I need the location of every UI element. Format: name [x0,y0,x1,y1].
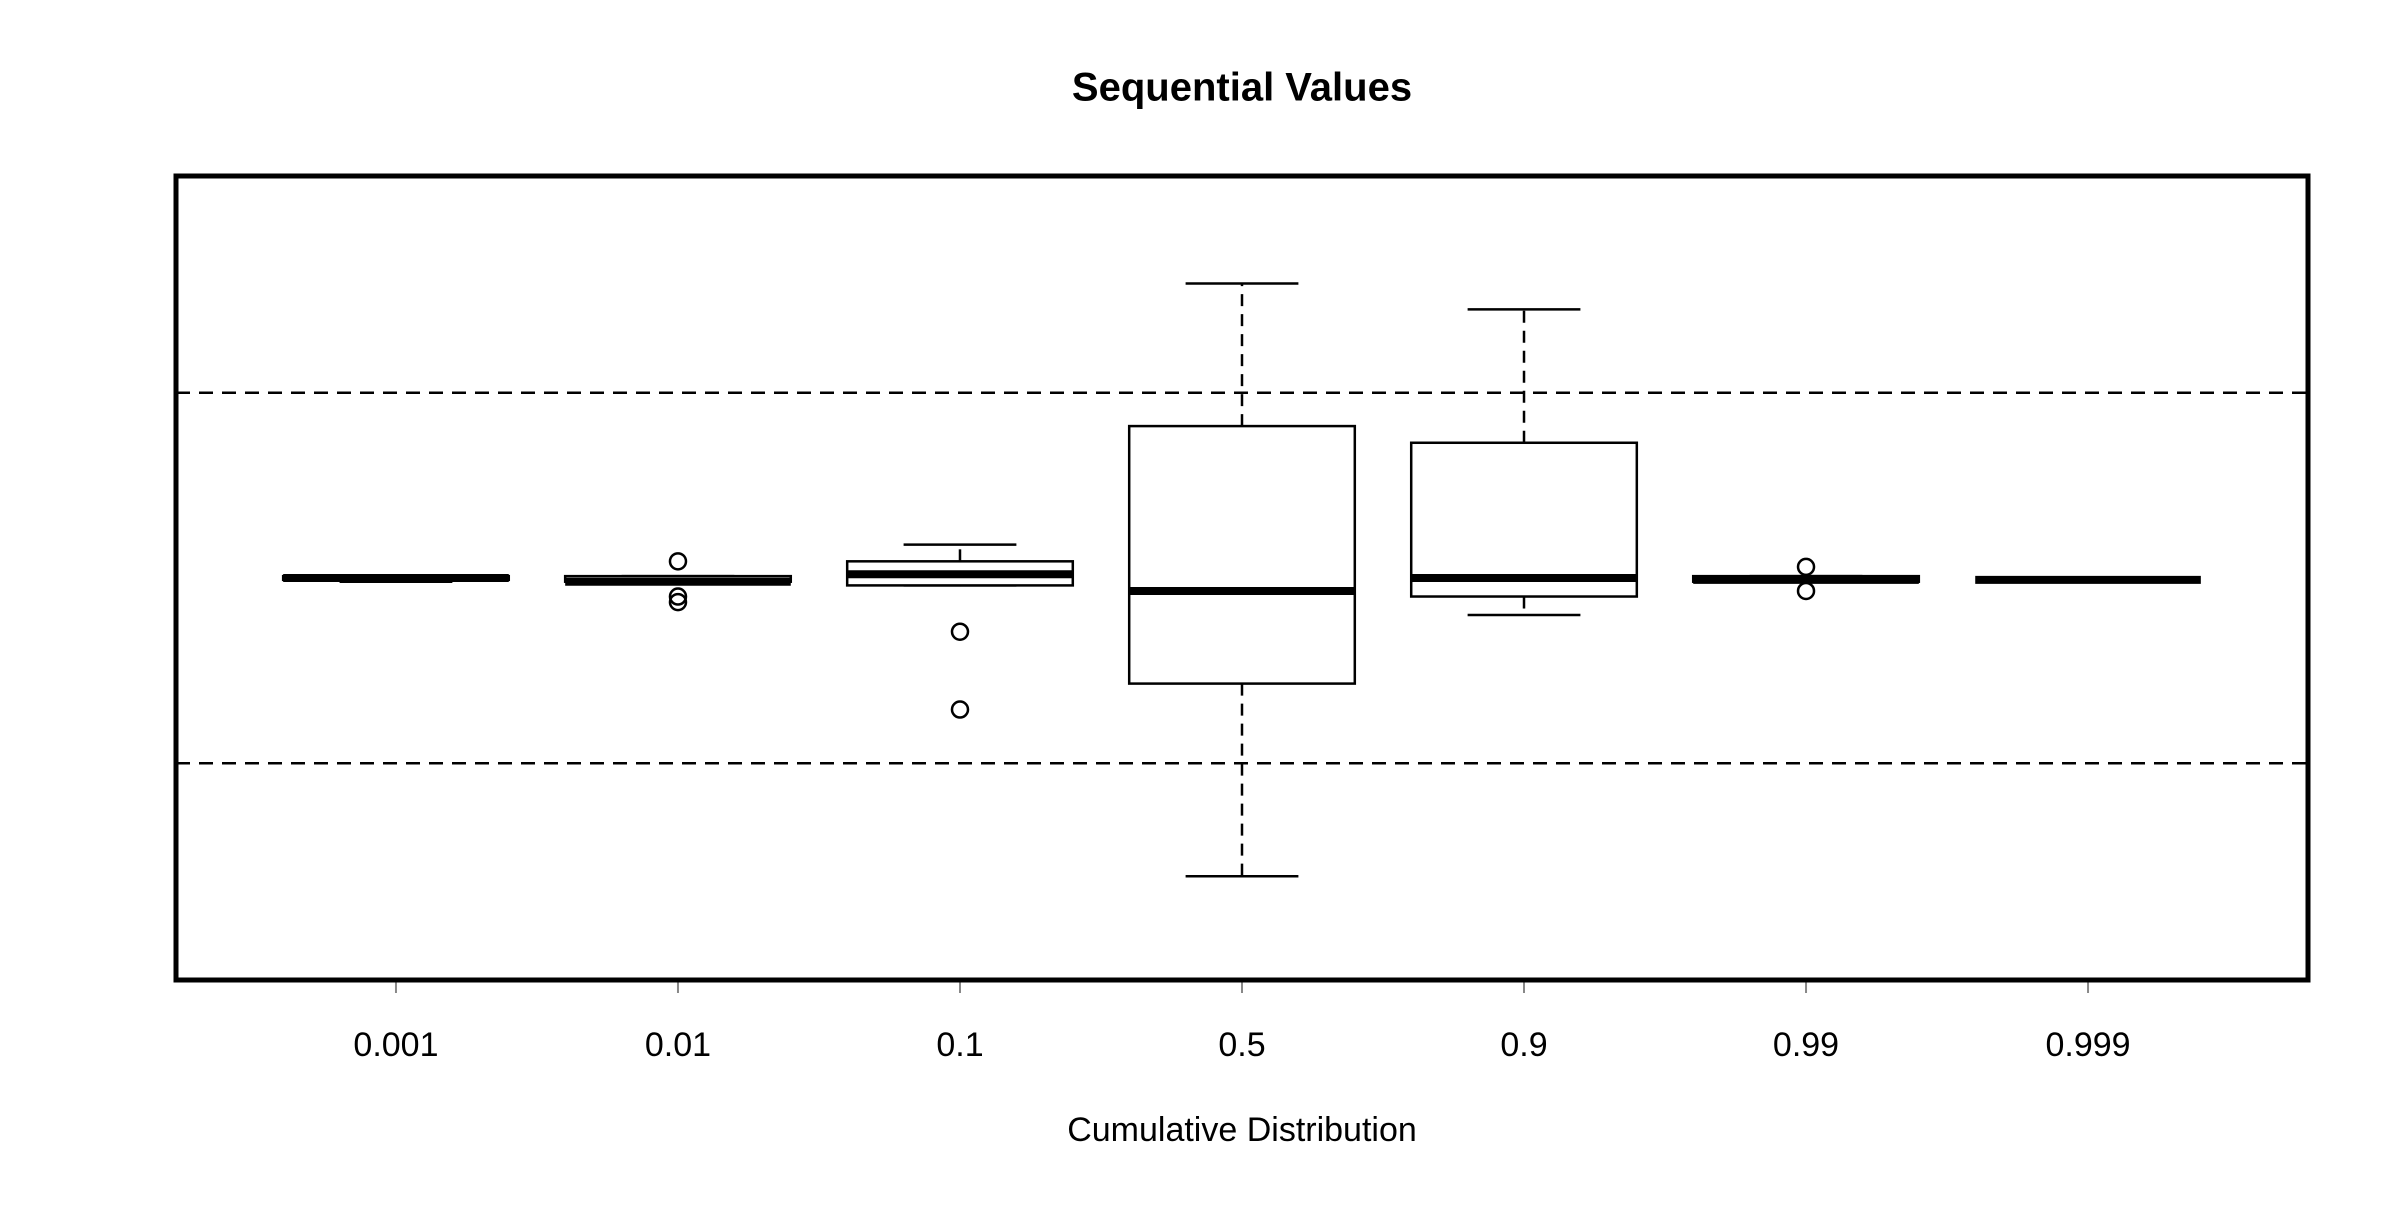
x-tick-label: 0.001 [353,1026,438,1064]
x-tick-label: 0.9 [1500,1026,1547,1064]
x-tick-label: 0.99 [1773,1026,1839,1064]
outlier [950,700,970,719]
x-tick-label: 0.5 [1218,1026,1265,1064]
outlier [668,587,688,606]
x-axis-label: Cumulative Distribution [1067,1111,1417,1149]
plot-frame [173,173,2311,983]
x-tick-label: 0.1 [936,1026,983,1064]
chart-title: Sequential Values [1072,66,1412,110]
x-tick-label: 0.999 [2045,1026,2130,1064]
outlier [1796,557,1816,577]
x-tick-label: 0.01 [645,1026,711,1064]
outlier [668,552,688,571]
outlier [950,622,970,641]
box [1127,424,1357,685]
box [1409,441,1639,598]
outlier [1796,581,1816,601]
outlier [668,592,688,612]
